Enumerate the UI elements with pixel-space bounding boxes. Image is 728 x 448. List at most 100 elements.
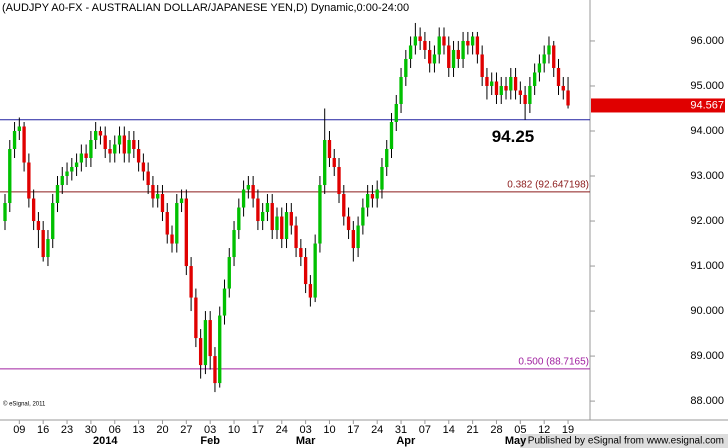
candle-body bbox=[184, 198, 188, 267]
candle-body bbox=[351, 230, 356, 249]
candle-body bbox=[346, 216, 351, 231]
candle-body bbox=[65, 171, 69, 177]
y-tick-label: 88.000 bbox=[690, 395, 724, 407]
x-tick-label: 27 bbox=[180, 424, 192, 436]
candle-body bbox=[241, 189, 246, 208]
candle-body bbox=[327, 140, 332, 159]
x-tick-label: 03 bbox=[204, 424, 216, 436]
candle-body bbox=[513, 76, 518, 91]
candle-body bbox=[385, 149, 389, 168]
y-tick-label: 91.000 bbox=[690, 260, 724, 272]
candle-body bbox=[394, 103, 398, 122]
candle-body bbox=[237, 207, 241, 231]
candle-body bbox=[189, 266, 193, 298]
candle-body bbox=[146, 171, 150, 186]
y-tick-label: 95.000 bbox=[690, 80, 724, 92]
candle-body bbox=[523, 94, 527, 104]
candle-body bbox=[22, 126, 26, 163]
candle-body bbox=[170, 234, 174, 244]
x-tick-label: 24 bbox=[371, 424, 383, 436]
x-tick-label: 17 bbox=[347, 424, 359, 436]
candle-body bbox=[299, 248, 303, 258]
candle-body bbox=[275, 216, 279, 231]
candle-body bbox=[41, 230, 45, 258]
candle-body bbox=[413, 36, 418, 46]
candle-body bbox=[194, 297, 198, 339]
candle-body bbox=[141, 162, 146, 172]
fib-label: 0.500 (88.7165) bbox=[518, 356, 589, 367]
month-label: Feb bbox=[200, 435, 220, 447]
candle-body bbox=[509, 76, 513, 91]
candle-body bbox=[432, 54, 437, 64]
candle-body bbox=[227, 257, 231, 289]
candle-body bbox=[518, 90, 523, 95]
candle-body bbox=[332, 158, 336, 168]
x-tick-label: 23 bbox=[61, 424, 73, 436]
candle-body bbox=[175, 203, 179, 244]
x-tick-label: 05 bbox=[514, 424, 526, 436]
support-label: 94.25 bbox=[492, 127, 535, 146]
x-tick-label: 19 bbox=[562, 424, 574, 436]
candle-body bbox=[428, 49, 432, 64]
candle-body bbox=[552, 45, 556, 68]
y-tick-label: 90.000 bbox=[690, 305, 724, 317]
candle-body bbox=[156, 194, 160, 199]
candle-body bbox=[218, 315, 222, 384]
candle-body bbox=[232, 230, 236, 258]
month-label: May bbox=[505, 435, 527, 447]
candle-body bbox=[17, 126, 21, 131]
candle-body bbox=[222, 288, 227, 316]
candle-body bbox=[280, 216, 284, 240]
candle-body bbox=[160, 194, 165, 213]
candle-body bbox=[451, 49, 456, 68]
candle-body bbox=[213, 356, 217, 384]
candle-body bbox=[198, 338, 203, 366]
candle-body bbox=[418, 36, 422, 41]
chart-title: (AUDJPY A0-FX - AUSTRALIAN DOLLAR/JAPANE… bbox=[2, 2, 409, 14]
candle-body bbox=[566, 90, 570, 106]
candle-body bbox=[36, 221, 41, 231]
x-tick-label: 16 bbox=[37, 424, 49, 436]
y-tick-label: 94.000 bbox=[690, 125, 724, 137]
candle-body bbox=[380, 167, 384, 190]
candle-body bbox=[461, 40, 465, 59]
candle-body bbox=[270, 203, 274, 231]
y-tick-label: 92.000 bbox=[690, 215, 724, 227]
candle-body bbox=[342, 194, 346, 217]
candle-body bbox=[532, 72, 537, 86]
candle-body bbox=[475, 36, 480, 55]
candle-body bbox=[265, 203, 270, 213]
x-tick-label: 28 bbox=[490, 424, 502, 436]
candle-body bbox=[470, 36, 475, 46]
fib-label: 0.382 (92.647198) bbox=[507, 180, 589, 191]
candle-body bbox=[27, 162, 31, 199]
candle-body bbox=[442, 36, 446, 46]
x-tick-label: 21 bbox=[466, 424, 478, 436]
x-tick-label: 17 bbox=[252, 424, 264, 436]
candle-body bbox=[289, 212, 293, 226]
candle-body bbox=[490, 81, 494, 86]
candle-body bbox=[256, 198, 260, 222]
candle-body bbox=[356, 225, 360, 249]
candle-body bbox=[456, 49, 460, 59]
candle-body bbox=[122, 135, 126, 154]
candle-body bbox=[8, 149, 12, 204]
x-tick-label: 14 bbox=[443, 424, 455, 436]
candle-body bbox=[485, 76, 489, 86]
x-tick-label: 12 bbox=[538, 424, 550, 436]
candle-body bbox=[79, 153, 84, 163]
candle-body bbox=[542, 54, 546, 64]
candle-body bbox=[556, 67, 561, 86]
candle-body bbox=[323, 140, 327, 186]
candle-body bbox=[84, 153, 88, 159]
candle-body bbox=[399, 76, 403, 104]
y-tick-label: 89.000 bbox=[690, 350, 724, 362]
candle-body bbox=[389, 121, 394, 150]
month-label: Apr bbox=[396, 435, 416, 447]
footer-bar bbox=[520, 434, 728, 448]
candle-body bbox=[98, 130, 103, 136]
candle-body bbox=[3, 203, 7, 222]
candle-body bbox=[151, 185, 155, 199]
candle-body bbox=[108, 149, 112, 154]
